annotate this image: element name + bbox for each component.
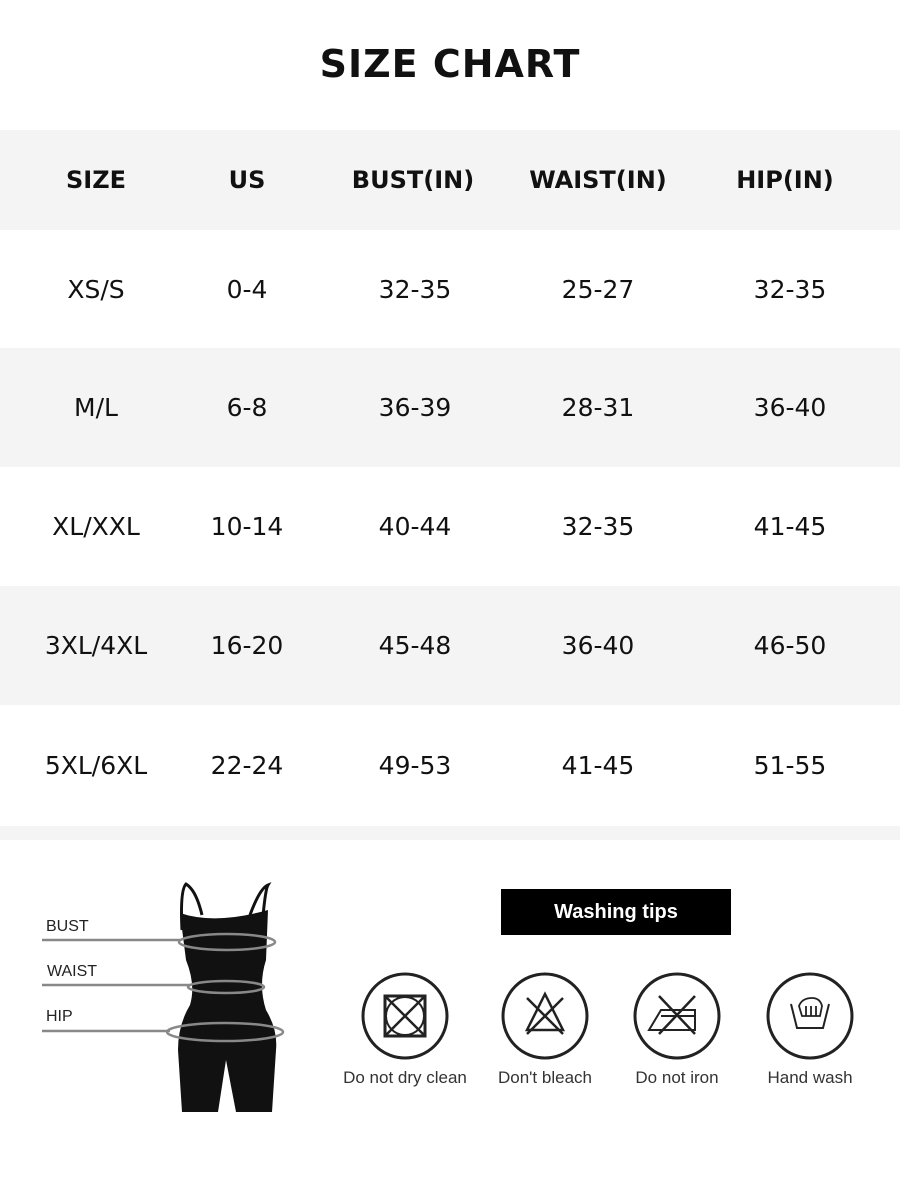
table-cell: 46-50 — [753, 631, 827, 660]
table-cell: 41-45 — [753, 512, 827, 541]
table-row: XL/XXL 10-14 40-44 32-35 41-45 — [0, 467, 900, 586]
table-cell: 36-40 — [753, 393, 827, 422]
table-cell: 16-20 — [210, 631, 284, 660]
table-cell: 32-35 — [378, 274, 452, 304]
table-cell: 3XL/4XL — [44, 631, 148, 660]
header-bust: BUST(IN) — [351, 166, 475, 194]
table-cell: 45-48 — [378, 631, 452, 660]
hip-label: HIP — [46, 1008, 73, 1025]
table-row: 3XL/4XL 16-20 45-48 36-40 46-50 — [0, 586, 900, 705]
care-no-bleach: Don't bleach — [470, 972, 620, 1088]
care-no-iron: Do not iron — [602, 972, 752, 1088]
header-us: US — [228, 166, 266, 194]
header-hip: HIP(IN) — [736, 166, 834, 194]
table-cell: 40-44 — [378, 512, 452, 541]
table-row: XS/S 0-4 32-35 25-27 32-35 — [0, 230, 900, 348]
no-dry-clean-icon — [361, 972, 449, 1060]
table-cell: M/L — [74, 393, 118, 422]
care-label: Do not iron — [635, 1068, 719, 1087]
washing-tips-title: Washing tips — [501, 889, 731, 935]
care-hand-wash: Hand wash — [735, 972, 885, 1088]
table-cell: XS/S — [67, 274, 125, 304]
table-cell: 28-31 — [561, 393, 635, 422]
table-cell: 32-35 — [561, 512, 635, 541]
table-row: M/L 6-8 36-39 28-31 36-40 — [0, 348, 900, 467]
header-waist: WAIST(IN) — [529, 166, 667, 194]
table-cell: 6-8 — [226, 393, 268, 422]
table-cell: 49-53 — [378, 751, 452, 780]
table-cell: 36-39 — [378, 393, 452, 422]
table-cell: 5XL/6XL — [44, 751, 148, 780]
hand-wash-icon — [766, 972, 854, 1060]
table-cell: 22-24 — [210, 751, 284, 780]
table-cell: XL/XXL — [52, 512, 140, 541]
care-label: Hand wash — [767, 1068, 853, 1087]
table-header: SIZE US BUST(IN) WAIST(IN) HIP(IN) — [0, 130, 900, 230]
care-no-dry-clean: Do not dry clean — [330, 972, 480, 1088]
table-footer-strip — [0, 826, 900, 840]
no-bleach-icon — [501, 972, 589, 1060]
table-cell: 10-14 — [210, 512, 284, 541]
header-size: SIZE — [65, 166, 126, 194]
bust-label: BUST — [46, 918, 89, 935]
no-iron-icon — [633, 972, 721, 1060]
care-label: Don't bleach — [498, 1068, 592, 1087]
table-cell: 36-40 — [561, 631, 635, 660]
table-cell: 51-55 — [753, 751, 827, 780]
table-cell: 41-45 — [561, 751, 635, 780]
care-label: Do not dry clean — [343, 1068, 467, 1087]
page-title: SIZE CHART — [319, 42, 581, 86]
table-cell: 0-4 — [226, 274, 268, 304]
bodysuit-figure — [42, 882, 285, 1112]
table-row: 5XL/6XL 22-24 49-53 41-45 51-55 — [0, 705, 900, 826]
table-cell: 32-35 — [753, 274, 827, 304]
table-cell: 25-27 — [561, 274, 635, 304]
waist-label: WAIST — [47, 963, 98, 980]
